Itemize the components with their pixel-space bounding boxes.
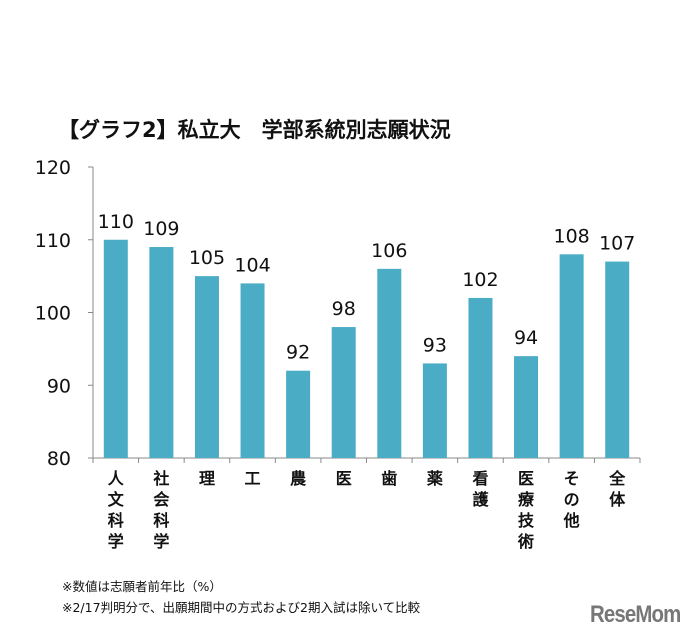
bar [331, 327, 356, 458]
x-tick-label: の [564, 490, 580, 509]
x-tick-label: 医 [336, 469, 352, 488]
bar [422, 363, 447, 458]
data-label: 98 [332, 298, 356, 320]
x-tick-label: 社 [152, 469, 169, 488]
x-tick-label: 護 [472, 490, 489, 509]
x-tick-label: 農 [290, 469, 307, 488]
y-tick-label: 100 [35, 303, 71, 325]
x-tick-label: 看 [471, 469, 488, 488]
data-label: 104 [234, 254, 270, 276]
x-tick-label: 文 [108, 490, 125, 509]
x-tick-label: 工 [245, 469, 261, 488]
bar [468, 297, 493, 458]
resemom-logo: ReseMom [589, 601, 681, 628]
bar [559, 254, 584, 458]
x-tick-label: 他 [563, 511, 580, 530]
x-tick-label: 医 [518, 469, 534, 488]
data-label: 107 [599, 233, 635, 255]
x-tick-label: 薬 [426, 469, 444, 488]
x-tick-label: 療 [518, 490, 535, 509]
y-tick-label: 110 [35, 230, 71, 252]
x-tick-label: 科 [153, 511, 169, 530]
data-label: 105 [189, 247, 225, 269]
data-label: 92 [286, 342, 310, 364]
data-label: 102 [462, 269, 498, 291]
bar [149, 247, 174, 458]
data-label: 94 [514, 327, 538, 349]
x-tick-label: 術 [517, 532, 534, 551]
x-tick-label: 技 [518, 511, 535, 530]
chart-title: 【グラフ2】私立大 学部系統別志願状況 [58, 118, 451, 142]
bar [194, 276, 219, 458]
y-tick-label: 80 [47, 448, 71, 470]
data-label: 109 [143, 218, 179, 240]
bar [103, 239, 128, 458]
data-label: 108 [553, 225, 589, 247]
data-label: 93 [423, 334, 447, 356]
x-tick-label: 学 [153, 532, 169, 551]
x-tick-label: 体 [609, 490, 626, 509]
y-tick-label: 120 [35, 157, 71, 179]
x-tick-label: 理 [199, 469, 215, 488]
x-tick-label: 科 [108, 511, 124, 530]
x-tick-label: 学 [108, 532, 124, 551]
bar [514, 356, 539, 458]
bar [240, 283, 265, 458]
note-1: ※数値は志願者前年比（%） [62, 579, 222, 594]
data-label: 110 [98, 211, 134, 233]
bar [605, 261, 630, 458]
x-tick-label: 歯 [381, 469, 397, 488]
data-label: 106 [371, 240, 407, 262]
bar [286, 370, 311, 458]
x-tick-label: そ [564, 469, 580, 488]
x-tick-label: 人 [108, 469, 125, 488]
y-tick-label: 90 [47, 375, 71, 397]
note-2: ※2/17判明分で、出願期間中の方式および2期入試は除いて比較 [62, 600, 421, 615]
x-tick-label: 会 [153, 490, 169, 509]
bar [377, 268, 402, 458]
x-tick-label: 全 [608, 469, 626, 488]
